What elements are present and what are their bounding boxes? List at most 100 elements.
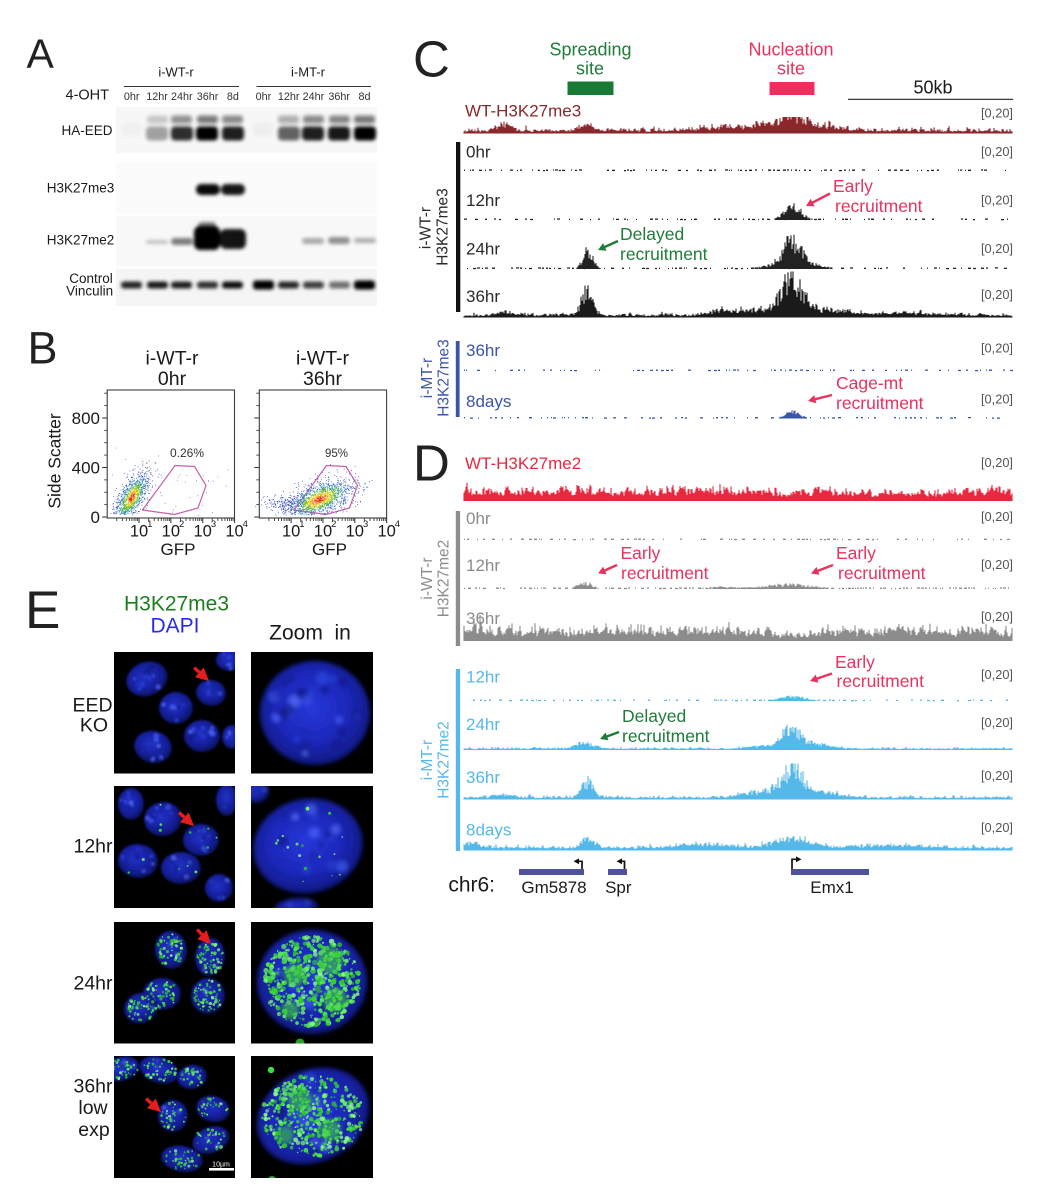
svg-text:Control: Control [69,271,113,286]
svg-text:1: 1 [147,519,152,530]
svg-text:Vinculin: Vinculin [66,283,113,298]
svg-text:[0,20]: [0,20] [981,509,1013,524]
svg-text:recruitment: recruitment [620,244,708,264]
svg-text:Delayed: Delayed [620,224,684,244]
svg-text:E: E [25,581,60,640]
svg-text:GFP: GFP [161,540,196,559]
svg-text:400: 400 [72,459,100,478]
svg-text:Emx1: Emx1 [810,878,853,897]
svg-text:low: low [78,1097,108,1119]
svg-text:[0,20]: [0,20] [981,609,1013,624]
svg-text:24hr: 24hr [73,973,113,995]
svg-text:Early: Early [621,543,661,563]
svg-text:36hr: 36hr [466,287,500,306]
svg-text:C: C [413,31,450,88]
svg-text:10µm: 10µm [212,1162,230,1169]
svg-text:36hr: 36hr [73,1076,113,1098]
svg-text:Spreading: Spreading [549,40,631,60]
svg-text:12hr: 12hr [73,836,113,858]
svg-text:10: 10 [282,522,300,540]
svg-text:DAPI: DAPI [150,615,199,638]
svg-text:H3K27me3: H3K27me3 [435,188,452,266]
svg-text:i-MT-r: i-MT-r [291,65,326,80]
svg-text:site: site [777,59,805,79]
svg-text:EED: EED [72,695,112,717]
svg-text:10: 10 [377,522,395,540]
svg-text:3: 3 [211,519,216,530]
svg-text:[0,20]: [0,20] [981,105,1013,120]
svg-text:2: 2 [331,519,336,530]
svg-text:H3K27me3: H3K27me3 [436,339,453,417]
svg-text:12hr: 12hr [466,667,500,686]
svg-text:8d: 8d [227,91,239,103]
svg-text:8d: 8d [358,91,370,103]
svg-text:Early: Early [836,543,876,563]
svg-text:Early: Early [833,176,873,196]
svg-text:10: 10 [346,522,364,540]
svg-text:24hr: 24hr [466,715,500,734]
svg-text:site: site [576,59,604,79]
svg-text:36hr: 36hr [197,91,219,103]
svg-text:36hr: 36hr [466,609,500,628]
svg-text:[0,20]: [0,20] [981,193,1013,208]
svg-text:Zoom in: Zoom in [269,622,351,645]
svg-text:0hr: 0hr [256,91,272,103]
svg-text:recruitment: recruitment [836,393,924,413]
svg-text:chr6:: chr6: [448,874,495,897]
svg-text:KO: KO [80,715,108,737]
svg-text:Gm5878: Gm5878 [521,878,586,897]
svg-text:Delayed: Delayed [622,706,686,726]
svg-text:36hr: 36hr [466,768,500,787]
svg-text:12hr: 12hr [466,556,500,575]
svg-text:24hr: 24hr [171,91,193,103]
svg-text:0hr: 0hr [466,143,491,162]
svg-text:1: 1 [299,519,304,530]
svg-text:12hr: 12hr [146,91,168,103]
svg-text:D: D [413,435,450,492]
svg-text:i-WT-r: i-WT-r [418,207,435,249]
svg-text:12hr: 12hr [466,191,500,210]
svg-text:4: 4 [395,519,400,530]
svg-text:recruitment: recruitment [837,671,925,691]
svg-text:B: B [28,323,58,374]
svg-text:GFP: GFP [312,540,347,559]
svg-text:Side Scatter: Side Scatter [45,413,65,508]
svg-text:0hr: 0hr [124,91,140,103]
svg-text:recruitment: recruitment [621,563,709,583]
svg-text:i-WT-r: i-WT-r [296,348,350,370]
svg-text:[0,20]: [0,20] [981,341,1013,356]
svg-text:HA-EED: HA-EED [61,123,112,138]
svg-text:i-WT-r: i-WT-r [145,348,199,370]
svg-text:i-WT-r: i-WT-r [419,557,436,599]
svg-text:0hr: 0hr [466,509,491,528]
svg-text:24hr: 24hr [466,239,500,258]
svg-text:[0,20]: [0,20] [981,667,1013,682]
svg-text:H3K27me2: H3K27me2 [436,721,453,799]
svg-text:Spr: Spr [605,878,632,897]
svg-text:0hr: 0hr [158,368,187,390]
svg-text:i-WT-r: i-WT-r [158,65,194,80]
svg-text:H3K27me2: H3K27me2 [47,233,115,248]
svg-text:recruitment: recruitment [835,196,923,216]
svg-text:WT-H3K27me2: WT-H3K27me2 [465,454,581,473]
svg-text:recruitment: recruitment [838,563,926,583]
svg-text:8days: 8days [466,820,511,839]
svg-text:10: 10 [314,522,332,540]
svg-text:10: 10 [130,522,148,540]
svg-text:[0,20]: [0,20] [981,287,1013,302]
svg-text:4-OHT: 4-OHT [66,87,110,103]
svg-text:3: 3 [363,519,368,530]
svg-text:i-MT-r: i-MT-r [419,740,436,780]
svg-text:H3K27me3: H3K27me3 [47,180,115,195]
svg-text:4: 4 [243,519,248,530]
svg-text:800: 800 [72,409,100,428]
svg-text:i-MT-r: i-MT-r [419,358,436,398]
svg-text:exp: exp [78,1119,110,1141]
svg-text:H3K27me3: H3K27me3 [124,593,229,616]
svg-text:36hr: 36hr [328,91,350,103]
svg-text:2: 2 [179,519,184,530]
svg-text:[0,20]: [0,20] [981,144,1013,159]
svg-text:12hr: 12hr [278,91,300,103]
svg-text:8days: 8days [466,392,511,411]
svg-text:36hr: 36hr [303,368,343,390]
